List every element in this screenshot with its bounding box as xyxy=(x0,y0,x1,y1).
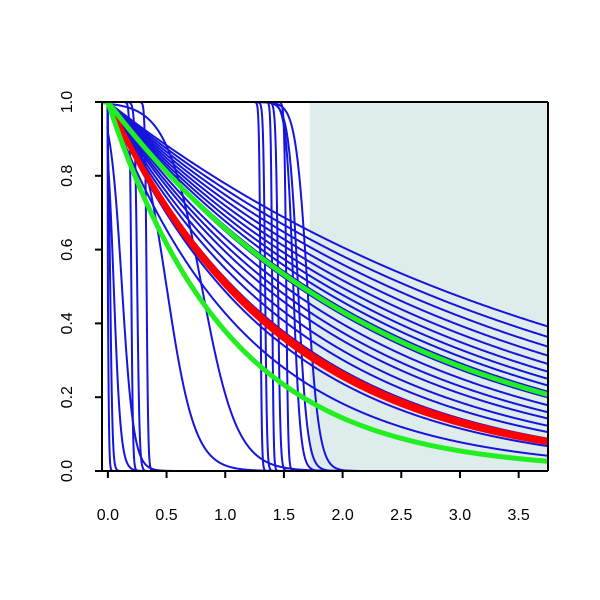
y-tick-label: 0.4 xyxy=(59,312,76,334)
blue-curve-14 xyxy=(102,102,548,434)
blue-curve-11 xyxy=(102,102,548,414)
blue-curve-3 xyxy=(102,102,548,357)
x-tick-label: 0.0 xyxy=(97,507,119,524)
x-tick-label: 2.0 xyxy=(331,507,353,524)
axes-group: 0.0 0.5 1.0 1.5 2.0 2.5 3.0 3.5 0.0 0.2 0.4 0.6 0.8 1… xyxy=(59,91,549,524)
blue-curve-1 xyxy=(102,102,548,338)
blue-curve-13 xyxy=(102,102,548,427)
blue-curve-16 xyxy=(102,102,548,448)
y-tick-label: 0.2 xyxy=(59,386,76,408)
x-tick-label: 3.0 xyxy=(449,507,471,524)
blue-curve-25 xyxy=(102,102,548,471)
x-tick-label: 3.5 xyxy=(508,507,530,524)
red-curve-37 xyxy=(102,102,548,445)
green-curve-39 xyxy=(102,102,548,464)
y-tick-label: 1.0 xyxy=(59,91,76,113)
blue-curve-10 xyxy=(102,102,548,407)
x-tick-label: 0.5 xyxy=(155,507,177,524)
blue-curve-7 xyxy=(102,102,548,387)
x-tick-label: 2.5 xyxy=(390,507,412,524)
y-tick-label: 0.6 xyxy=(59,238,76,260)
x-tick-label: 1.0 xyxy=(214,507,236,524)
blue-curve-0 xyxy=(102,102,548,328)
blue-curve-2 xyxy=(102,102,548,348)
blue-curve-33 xyxy=(102,102,548,471)
blue-curve-34 xyxy=(102,102,548,471)
curves-group xyxy=(102,102,548,471)
blue-curve-17 xyxy=(102,102,548,457)
y-tick-label: 0.8 xyxy=(59,165,76,187)
x-tick-label: 1.5 xyxy=(273,507,295,524)
blue-curve-4 xyxy=(102,102,548,365)
blue-curve-12 xyxy=(102,102,548,420)
y-tick-label: 0.0 xyxy=(59,460,76,482)
green-curve-38 xyxy=(102,102,548,398)
